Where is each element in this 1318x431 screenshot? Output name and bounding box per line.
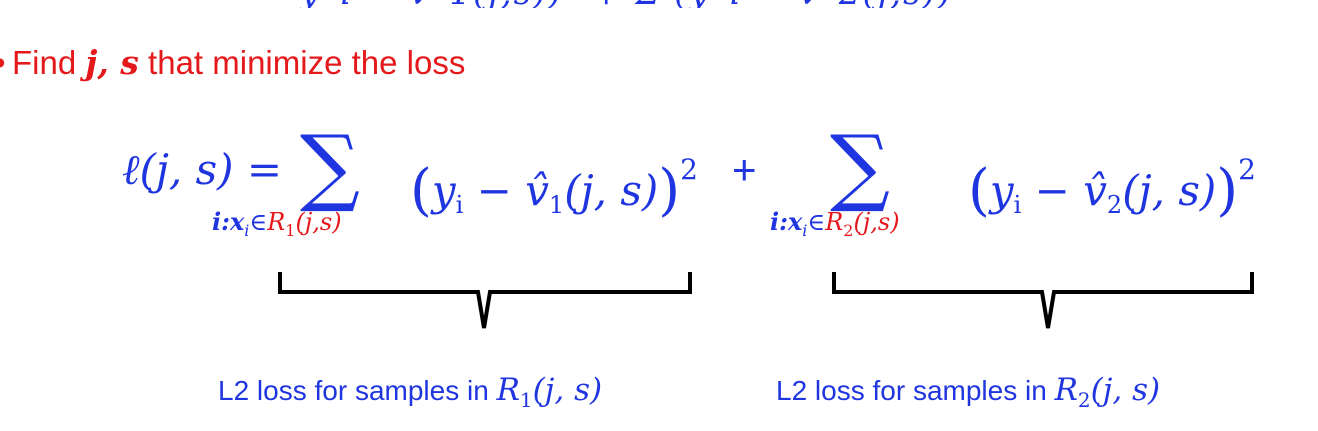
caption-region-2: L2 loss for samples in R2(j, s) — [776, 372, 1161, 413]
underbrace-2 — [832, 272, 1254, 329]
sum2-subscript: i:xi∈R2(j,s) — [770, 207, 900, 240]
sum1-subscript: i:xi∈R1(j,s) — [212, 207, 342, 240]
term-1: (yi − v̂1(j, s))2 — [410, 153, 698, 223]
loss-equation: ℓ(j, s) = ∑ i:xi∈R1(j,s) (yi − v̂1(j, s)… — [0, 124, 1318, 270]
clipped-formula-fragment: y_i − v̂_1(j,s))² + Σ (y_i − v̂_2(j,s))² — [300, 0, 1000, 8]
term-2: (yi − v̂2(j, s))2 — [968, 153, 1256, 223]
equation-lhs: ℓ(j, s) = — [122, 145, 283, 194]
bullet-variables: j, s — [85, 43, 139, 82]
bullet-prefix: Find — [12, 44, 86, 81]
underbrace-1 — [278, 272, 692, 329]
bullet-suffix: that minimize the loss — [138, 44, 466, 81]
sum-symbol-1: ∑ — [300, 117, 360, 215]
plus-sign: + — [732, 146, 757, 193]
bullet-point: •Find j, s that minimize the loss — [0, 38, 465, 88]
caption-region-1: L2 loss for samples in R1(j, s) — [218, 372, 603, 413]
bullet-icon: • — [0, 38, 12, 88]
sum-symbol-2: ∑ — [830, 117, 890, 215]
